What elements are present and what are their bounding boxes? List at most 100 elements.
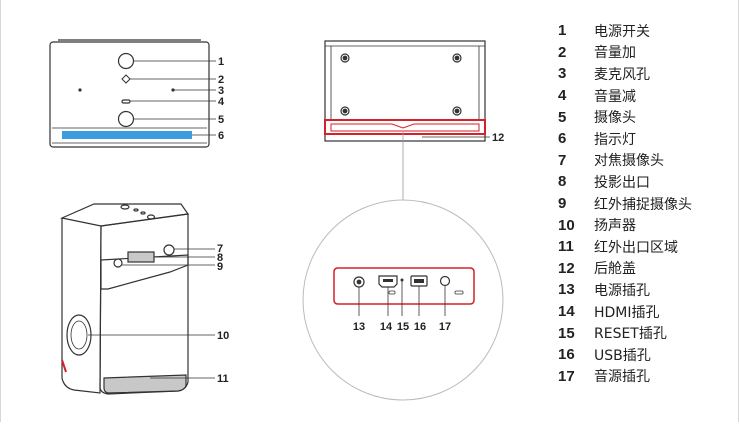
- top-view: [49, 39, 216, 148]
- legend-number: 5: [558, 108, 567, 126]
- legend-number: 14: [558, 303, 575, 321]
- callout-5: 5: [218, 114, 224, 126]
- perspective-view: [60, 203, 215, 395]
- device-top-face: [60, 203, 190, 227]
- ir-outlet-area: [103, 374, 187, 394]
- legend-item: 5 摄像头: [558, 106, 736, 128]
- legend-number: 8: [558, 173, 567, 191]
- legend-number: 7: [558, 151, 567, 169]
- legend-number: 9: [558, 195, 567, 213]
- legend-label: 音源插孔: [594, 369, 650, 386]
- legend-item: 7 对焦摄像头: [558, 150, 736, 172]
- callout-13: 13: [353, 321, 365, 333]
- legend-label: 后舱盖: [594, 261, 636, 278]
- callout-3: 3: [218, 85, 224, 97]
- legend-label: 对焦摄像头: [594, 153, 664, 170]
- legend-label: 麦克风孔: [594, 66, 650, 83]
- projection-window: [100, 254, 189, 290]
- legend-label: 电源插孔: [594, 282, 650, 299]
- legend-number: 15: [558, 324, 575, 342]
- callout-14: 14: [380, 321, 393, 333]
- legend-item: 9 红外捕捉摄像头: [558, 193, 736, 215]
- ir-camera: [113, 258, 123, 268]
- legend-number: 1: [558, 22, 567, 40]
- legend-label: 音量减: [594, 88, 636, 105]
- legend-item: 14 HDMI插孔: [558, 301, 736, 323]
- back-view: [324, 40, 490, 200]
- hdmi-port: [378, 275, 398, 288]
- status-led: [454, 290, 464, 295]
- legend-item: 6 指示灯: [558, 128, 736, 150]
- legend-number: 4: [558, 87, 567, 105]
- legend-label: 红外捕捉摄像头: [594, 196, 692, 213]
- mic-hole-left: [78, 88, 82, 92]
- rear-cover: [324, 119, 486, 135]
- callout-10: 10: [217, 330, 229, 342]
- focus-camera: [163, 244, 175, 256]
- mic-hole-right: [171, 88, 175, 92]
- legend-item: 8 投影出口: [558, 171, 736, 193]
- screw-bottom-right: [452, 106, 462, 116]
- legend-item: 16 USB插孔: [558, 344, 736, 366]
- reset-hole: [400, 278, 404, 282]
- callout-15: 15: [397, 321, 409, 333]
- legend-label: HDMI插孔: [594, 304, 660, 321]
- callout-2: 2: [218, 74, 224, 86]
- legend-number: 6: [558, 130, 567, 148]
- screw-bottom-left: [340, 106, 350, 116]
- legend-item: 3 麦克风孔: [558, 63, 736, 85]
- port-panel: [333, 267, 475, 305]
- legend-item: 2 音量加: [558, 42, 736, 64]
- legend-item: 17 音源插孔: [558, 366, 736, 388]
- zoom-circle: [302, 199, 504, 401]
- legend-number: 12: [558, 259, 575, 277]
- device-left-side: [61, 218, 102, 394]
- callout-12: 12: [492, 132, 504, 144]
- perspective-callouts: 7 8 9 10 11: [217, 243, 229, 385]
- legend-label: 指示灯: [594, 131, 636, 148]
- callout-8: 8: [217, 252, 223, 264]
- legend-label: USB插孔: [594, 347, 651, 364]
- projection-outlet: [127, 251, 155, 263]
- legend-label: 电源开关: [594, 23, 650, 40]
- legend-number: 16: [558, 346, 575, 364]
- legend-label: RESET插孔: [594, 326, 667, 343]
- legend-item: 15 RESET插孔: [558, 322, 736, 344]
- legend-item: 1 电源开关: [558, 20, 736, 42]
- top-view-body: [49, 41, 210, 148]
- callout-9: 9: [217, 261, 223, 273]
- legend-number: 10: [558, 216, 575, 234]
- callout-11: 11: [217, 373, 229, 385]
- callout-16: 16: [414, 321, 426, 333]
- legend-number: 17: [558, 367, 575, 385]
- legend-label: 扬声器: [594, 218, 636, 235]
- legend-item: 13 电源插孔: [558, 279, 736, 301]
- legend-item: 10 扬声器: [558, 214, 736, 236]
- power-switch: [117, 52, 135, 70]
- legend-label: 红外出口区域: [594, 239, 678, 256]
- reset-indicator: [388, 290, 396, 295]
- legend-label: 音量加: [594, 45, 636, 62]
- legend-number: 3: [558, 65, 567, 83]
- legend: 1 电源开关 2 音量加 3 麦克风孔 4 音量减 5 摄像头 6 指示灯 7 对焦摄像头 8…: [558, 20, 736, 387]
- callout-1: 1: [218, 56, 224, 68]
- port-callouts: 13 14 15 16 17: [353, 321, 451, 333]
- legend-number: 13: [558, 281, 575, 299]
- camera: [117, 110, 135, 128]
- legend-label: 投影出口: [594, 174, 650, 191]
- port-panel-zoom: [302, 199, 504, 401]
- device-front-face: [99, 213, 189, 395]
- screw-top-left: [340, 53, 350, 63]
- legend-item: 4 音量减: [558, 85, 736, 107]
- indicator-light: [62, 131, 192, 139]
- callout-4: 4: [218, 96, 225, 108]
- screw-top-right: [452, 53, 462, 63]
- legend-label: 摄像头: [594, 110, 636, 127]
- legend-number: 11: [558, 238, 574, 256]
- legend-item: 11 红外出口区域: [558, 236, 736, 258]
- callout-7: 7: [217, 243, 223, 255]
- top-view-callouts: 1 2 3 4 5 6: [218, 56, 225, 142]
- legend-number: 2: [558, 43, 567, 61]
- callout-17: 17: [439, 321, 451, 333]
